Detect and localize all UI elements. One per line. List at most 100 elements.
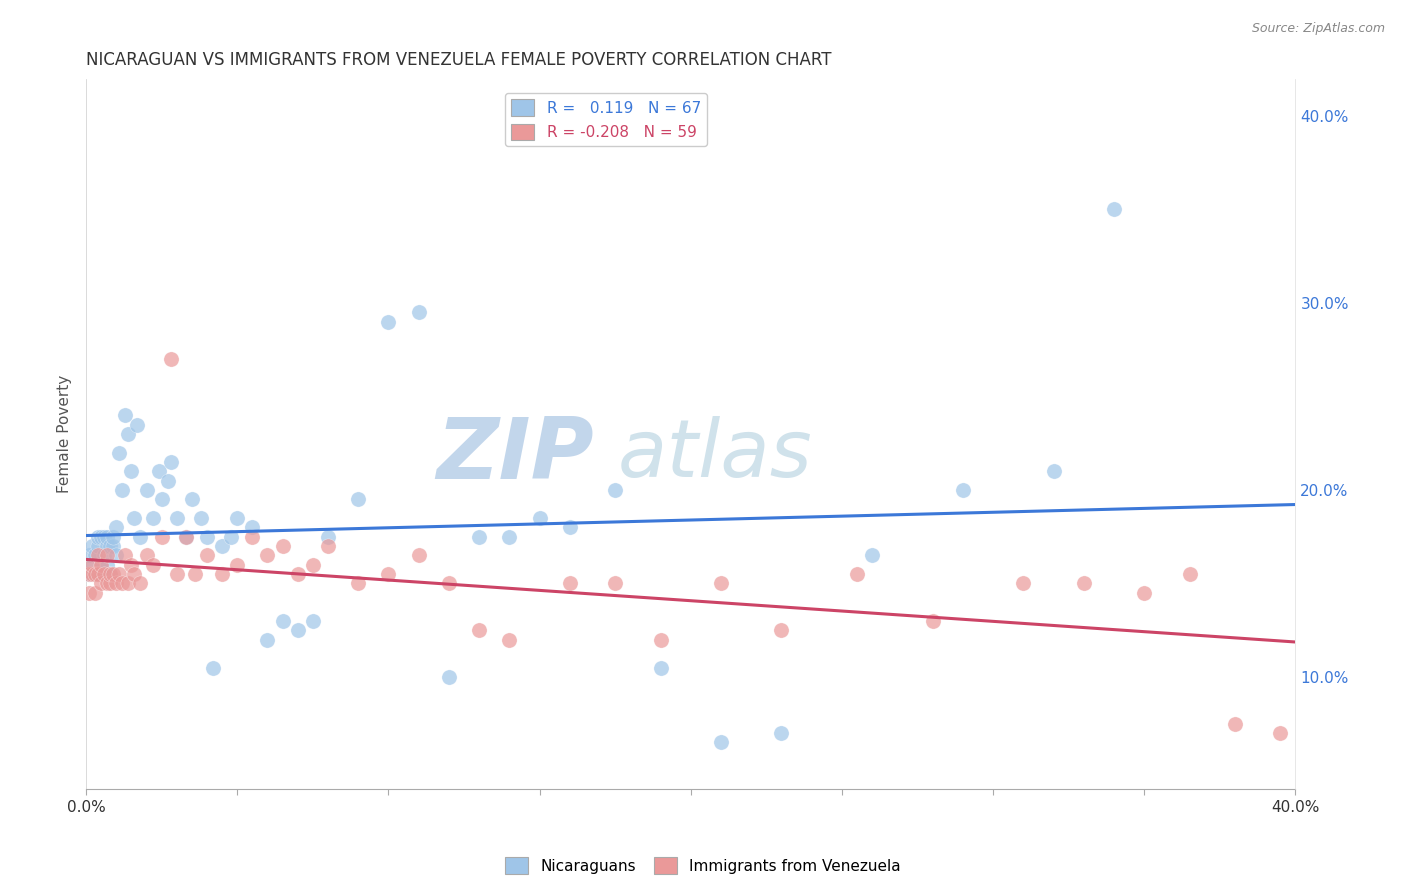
- Point: [1073, 576, 1095, 591]
- Point: [1223, 716, 1246, 731]
- Point: [498, 632, 520, 647]
- Y-axis label: Female Poverty: Female Poverty: [58, 375, 72, 493]
- Point: [952, 483, 974, 497]
- Point: [558, 576, 581, 591]
- Point: [226, 511, 249, 525]
- Point: [93, 549, 115, 563]
- Point: [190, 511, 212, 525]
- Point: [529, 511, 551, 525]
- Point: [96, 549, 118, 563]
- Point: [90, 567, 112, 582]
- Point: [77, 549, 100, 563]
- Point: [77, 567, 100, 582]
- Point: [770, 624, 793, 638]
- Point: [710, 576, 733, 591]
- Point: [166, 511, 188, 525]
- Point: [98, 576, 121, 591]
- Point: [316, 530, 339, 544]
- Point: [87, 549, 110, 563]
- Point: [135, 483, 157, 497]
- Text: NICARAGUAN VS IMMIGRANTS FROM VENEZUELA FEMALE POVERTY CORRELATION CHART: NICARAGUAN VS IMMIGRANTS FROM VENEZUELA …: [86, 51, 831, 69]
- Point: [77, 567, 100, 582]
- Point: [87, 539, 110, 553]
- Point: [96, 558, 118, 572]
- Point: [156, 474, 179, 488]
- Text: ZIP: ZIP: [436, 414, 593, 497]
- Point: [120, 558, 142, 572]
- Point: [1178, 567, 1201, 582]
- Point: [226, 558, 249, 572]
- Legend: R =   0.119   N = 67, R = -0.208   N = 59: R = 0.119 N = 67, R = -0.208 N = 59: [505, 94, 707, 146]
- Point: [347, 492, 370, 507]
- Point: [437, 576, 460, 591]
- Point: [87, 530, 110, 544]
- Point: [82, 558, 104, 572]
- Point: [650, 660, 672, 674]
- Text: atlas: atlas: [619, 417, 813, 494]
- Point: [105, 576, 128, 591]
- Point: [84, 567, 107, 582]
- Point: [98, 539, 121, 553]
- Point: [195, 530, 218, 544]
- Point: [103, 539, 125, 553]
- Point: [84, 586, 107, 600]
- Point: [93, 530, 115, 544]
- Point: [271, 614, 294, 628]
- Point: [117, 576, 139, 591]
- Point: [84, 567, 107, 582]
- Point: [98, 567, 121, 582]
- Point: [316, 539, 339, 553]
- Point: [498, 530, 520, 544]
- Point: [159, 352, 181, 367]
- Point: [98, 567, 121, 582]
- Point: [127, 417, 149, 432]
- Point: [256, 549, 278, 563]
- Point: [408, 305, 430, 319]
- Point: [287, 624, 309, 638]
- Point: [1270, 726, 1292, 740]
- Point: [150, 530, 173, 544]
- Point: [256, 632, 278, 647]
- Point: [96, 530, 118, 544]
- Point: [240, 520, 263, 534]
- Point: [90, 558, 112, 572]
- Point: [1102, 202, 1125, 217]
- Point: [377, 567, 399, 582]
- Point: [82, 558, 104, 572]
- Point: [211, 539, 233, 553]
- Point: [202, 660, 225, 674]
- Point: [180, 492, 202, 507]
- Point: [174, 530, 197, 544]
- Point: [103, 530, 125, 544]
- Point: [605, 576, 627, 591]
- Text: Source: ZipAtlas.com: Source: ZipAtlas.com: [1251, 22, 1385, 36]
- Point: [860, 549, 883, 563]
- Point: [605, 483, 627, 497]
- Point: [271, 539, 294, 553]
- Point: [437, 670, 460, 684]
- Point: [921, 614, 943, 628]
- Point: [90, 558, 112, 572]
- Point: [108, 445, 131, 459]
- Point: [468, 624, 491, 638]
- Point: [90, 576, 112, 591]
- Point: [174, 530, 197, 544]
- Point: [377, 315, 399, 329]
- Point: [103, 567, 125, 582]
- Point: [105, 549, 128, 563]
- Point: [124, 567, 146, 582]
- Point: [142, 558, 165, 572]
- Point: [1042, 464, 1064, 478]
- Point: [111, 576, 134, 591]
- Point: [1133, 586, 1156, 600]
- Point: [347, 576, 370, 591]
- Point: [148, 464, 170, 478]
- Point: [301, 614, 323, 628]
- Point: [468, 530, 491, 544]
- Point: [111, 483, 134, 497]
- Point: [219, 530, 242, 544]
- Point: [558, 520, 581, 534]
- Point: [184, 567, 207, 582]
- Point: [195, 549, 218, 563]
- Point: [240, 530, 263, 544]
